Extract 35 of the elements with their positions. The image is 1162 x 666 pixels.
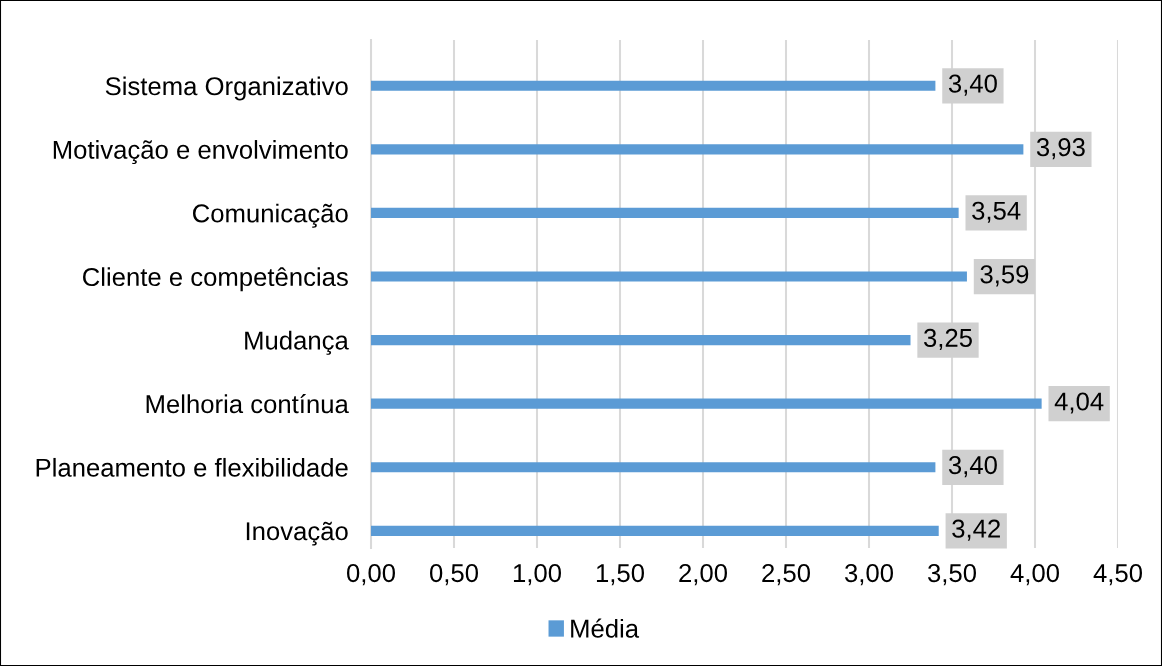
data-label: 3,59	[980, 265, 1029, 287]
y-tick-label: Planeamento e flexibilidade	[36, 457, 348, 477]
data-label: 4,04	[1054, 392, 1104, 414]
legend-label: Média	[571, 618, 640, 638]
x-tick-label: 2,50	[762, 563, 810, 586]
x-tick-label: 1,50	[596, 563, 644, 586]
x-tick-label: 0,00	[347, 563, 395, 586]
bar	[371, 80, 936, 91]
x-tick-label: 4,00	[1010, 563, 1059, 586]
x-tick-label: 3,50	[927, 563, 976, 586]
y-tick-label: Sistema Organizativo	[105, 76, 348, 101]
x-tick-label: 1,00	[513, 563, 561, 586]
x-tick-label: 4,50	[1093, 563, 1142, 586]
y-tick-label: Mudança	[245, 330, 349, 355]
data-label: 3,93	[1036, 138, 1085, 160]
data-label: 3,42	[952, 519, 1000, 541]
y-tick-label: Comunicação	[192, 203, 348, 228]
bar	[371, 144, 1024, 155]
y-tick-label: Melhoria contínua	[146, 394, 349, 414]
x-tick-label: 0,50	[430, 563, 478, 586]
data-label: 3,40	[948, 74, 997, 96]
y-tick-label: Motivação e envolvimento	[53, 140, 348, 165]
data-label: 3,40	[948, 455, 997, 478]
y-tick-label: Inovação	[246, 521, 348, 546]
bar	[371, 398, 1042, 409]
y-tick-label: Cliente e competências	[83, 267, 348, 292]
bar	[371, 335, 911, 346]
bar	[371, 462, 936, 473]
bar	[371, 207, 959, 219]
x-tick-label: 3,00	[844, 563, 893, 586]
data-label: 3,54	[972, 201, 1021, 223]
data-label: 3,25	[923, 328, 972, 351]
bar	[371, 525, 939, 536]
x-tick-label: 2,00	[679, 563, 727, 586]
bar	[371, 271, 967, 282]
